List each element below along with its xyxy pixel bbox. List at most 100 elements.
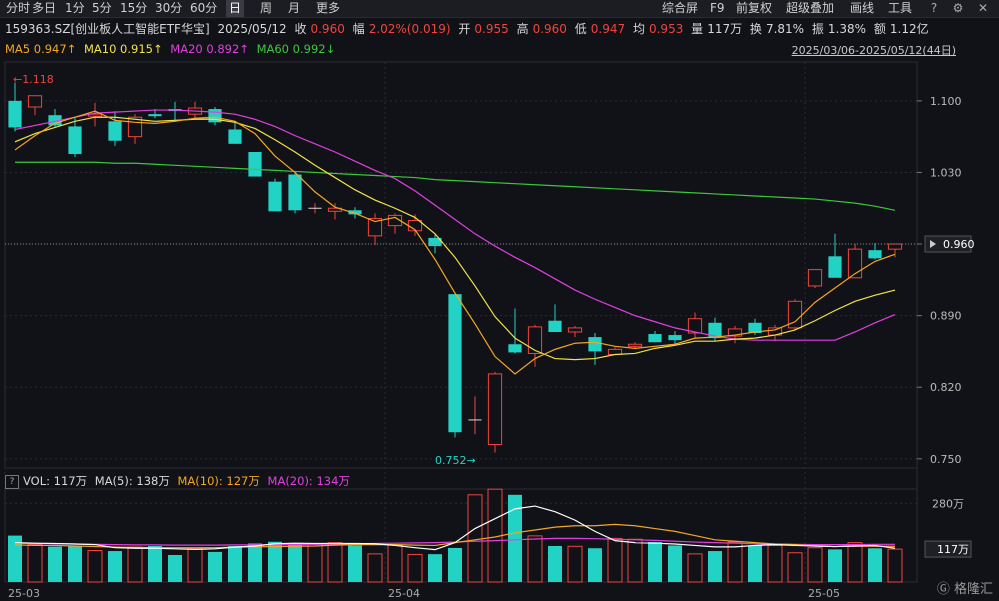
- candle-body: [268, 181, 282, 212]
- volume-bar: [887, 548, 903, 583]
- volume-bar: [668, 545, 682, 582]
- volume-bar: [268, 541, 282, 582]
- candle-body: [448, 294, 462, 433]
- logo-text: 格隆汇: [953, 582, 993, 597]
- date-label: 25-03: [8, 587, 40, 600]
- candle-body: [27, 95, 43, 108]
- candle-body: [387, 214, 403, 227]
- volume-value: 117万: [707, 22, 743, 36]
- quote-date: 2025/05/12: [217, 22, 287, 36]
- close-icon[interactable]: ✕: [977, 1, 989, 15]
- toolbar-item-0[interactable]: 综合屏: [662, 1, 699, 15]
- current-price-box: [924, 235, 972, 253]
- volume-bar: [428, 554, 442, 582]
- tab-6[interactable]: 60分: [190, 1, 218, 15]
- candle-body: [708, 322, 722, 339]
- ma20-line: [14, 109, 896, 341]
- volume-legend: ? VOL: 117万 MA(5): 138万 MA(10): 127万 MA(2…: [5, 473, 354, 489]
- volume-bar: [407, 553, 423, 583]
- tab-1[interactable]: 多日: [32, 1, 57, 15]
- toolbar-item-2[interactable]: 前复权: [736, 1, 773, 15]
- volume-bar: [448, 547, 462, 582]
- min-price-label: 0.752→: [435, 454, 476, 467]
- tab-7[interactable]: 日: [226, 0, 245, 17]
- volume-bar: [807, 547, 823, 583]
- candle-body: [727, 328, 743, 337]
- max-price-label: ←1.118: [13, 73, 54, 86]
- volume-bar: [87, 550, 103, 583]
- date-range[interactable]: 2025/03/06-2025/05/12(44日): [791, 44, 956, 57]
- candle-body: [627, 343, 643, 347]
- avg-value: 0.953: [648, 22, 684, 36]
- price-tick-label: 0.750: [930, 453, 962, 466]
- open-value: 0.955: [474, 22, 509, 36]
- vol-ma20-legend: MA(20): 134万: [267, 474, 350, 488]
- volume-bar: [288, 543, 302, 582]
- logo: Ⓖ 格隆汇: [937, 578, 993, 597]
- settings-icon[interactable]: ⚙: [952, 1, 964, 15]
- vol-ma5-legend: MA(5): 138万: [94, 474, 170, 488]
- ma60-legend: MA60 0.992↓: [256, 42, 336, 56]
- volume-bar: [847, 542, 863, 583]
- ma-legend: MA5 0.947↑ MA10 0.915↑ MA20 0.892↑ MA60 …: [5, 42, 339, 56]
- volume-bar: [607, 537, 623, 583]
- volume-bar: [208, 551, 222, 582]
- toolbar-item-4[interactable]: 画线: [850, 1, 875, 15]
- vol-ma10-legend: MA(10): 127万: [177, 474, 260, 488]
- candle-body: [807, 269, 823, 287]
- volume-bar: [527, 535, 543, 583]
- tab-5[interactable]: 30分: [155, 1, 183, 15]
- candle-body: [288, 174, 302, 211]
- toolbar-item-5[interactable]: 工具: [888, 1, 913, 15]
- quote-bar: 159363.SZ[创业板人工智能ETF华宝] 2025/05/12 收 0.96…: [5, 20, 933, 37]
- volume-bar: [387, 544, 403, 583]
- logo-icon: Ⓖ: [936, 582, 950, 597]
- candle-body: [828, 256, 842, 278]
- price-tick-label: 1.100: [930, 95, 962, 108]
- candle-body: [108, 121, 122, 141]
- volume-bar: [548, 546, 562, 582]
- volume-bar: [68, 546, 82, 582]
- ma5-line: [14, 110, 896, 375]
- amplitude-value: 1.38%: [827, 22, 867, 36]
- toolbar-item-3[interactable]: 超级叠加: [786, 1, 835, 15]
- amplitude-label: 振: [811, 22, 824, 36]
- candle-body: [687, 318, 703, 334]
- candle-body: [887, 243, 903, 250]
- vol-tick-label: 280万: [932, 497, 964, 510]
- candle-body: [348, 210, 362, 215]
- candle-body: [847, 248, 863, 279]
- tab-2[interactable]: 1分: [65, 1, 85, 15]
- ma60-line: [15, 161, 896, 211]
- volume-bar: [48, 546, 62, 582]
- current-vol-label: 117万: [937, 543, 969, 556]
- security-code: 159363.SZ[创业板人工智能ETF华宝]: [5, 22, 210, 36]
- chart-toolbar: 分时 多日 1分 5分 15分 30分 60分日 周 月 更多 综合屏 F9 前复权 超级叠加 画线 工具? ⚙…: [0, 0, 999, 18]
- volume-bar: [248, 543, 262, 582]
- candle-body: [248, 151, 262, 177]
- volume-bar: [228, 546, 242, 582]
- tab-8[interactable]: 周: [260, 1, 273, 15]
- avg-label: 均: [632, 22, 645, 36]
- volume-bar: [367, 553, 383, 583]
- change-value: 2.02%(0.019): [368, 22, 451, 36]
- vol-ma5-line: [14, 505, 896, 551]
- tab-0[interactable]: 分时: [6, 1, 31, 15]
- help-circle-icon[interactable]: ?: [930, 1, 938, 15]
- tab-3[interactable]: 5分: [92, 1, 112, 15]
- volume-bar: [467, 494, 483, 583]
- tab-4[interactable]: 15分: [120, 1, 148, 15]
- candle-body: [548, 320, 562, 332]
- tab-9[interactable]: 月: [288, 1, 301, 15]
- ma20-legend: MA20 0.892↑: [170, 42, 249, 56]
- tab-10[interactable]: 更多: [316, 1, 341, 15]
- toolbar-item-1[interactable]: F9: [710, 1, 725, 15]
- volume-bar: [567, 545, 583, 583]
- volume-bar: [727, 541, 743, 583]
- volume-label: 量: [691, 22, 704, 36]
- volume-bar: [828, 549, 842, 582]
- help-icon[interactable]: ?: [5, 474, 19, 489]
- price-tick-label: 0.890: [930, 310, 962, 323]
- ma5-legend: MA5 0.947↑: [5, 42, 77, 56]
